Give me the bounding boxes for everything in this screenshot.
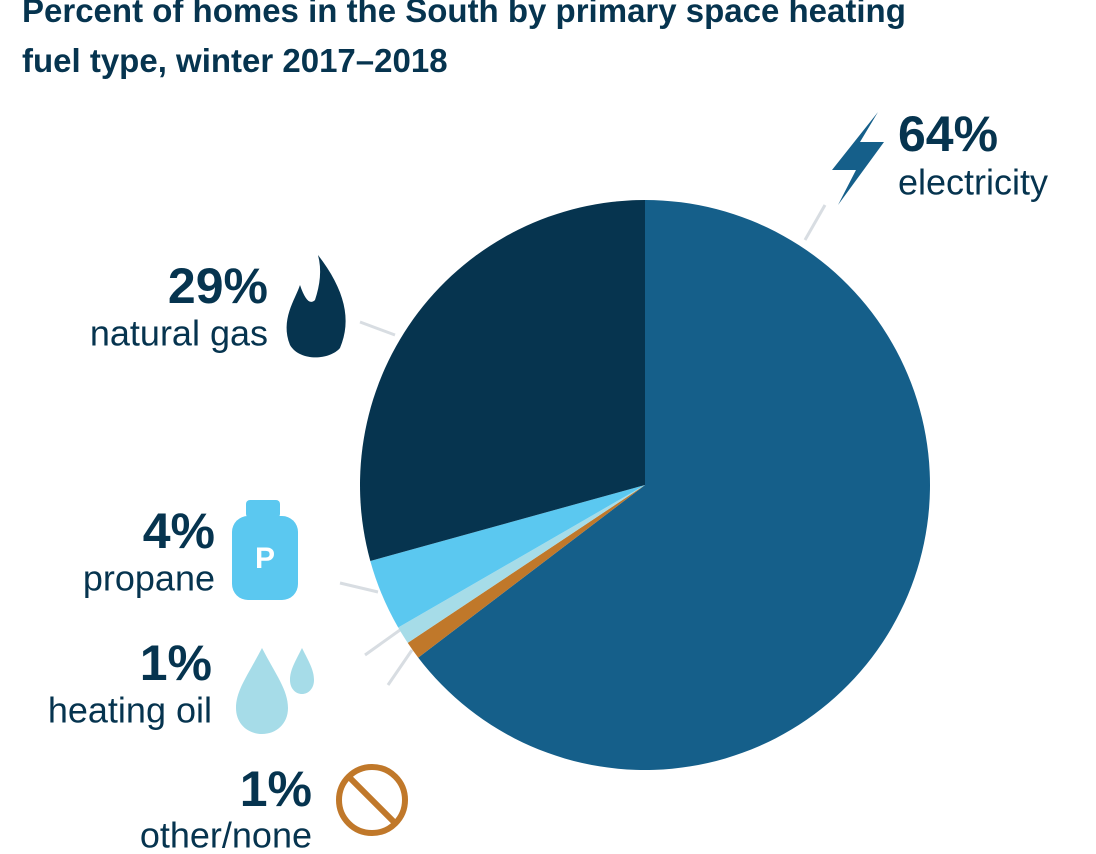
- pie-slice: [370, 485, 645, 628]
- value-label: 29%: [168, 258, 268, 314]
- category-label: other/none: [140, 815, 312, 854]
- value-label: 64%: [898, 106, 998, 162]
- chart-title: Percent of homes in the South by primary…: [22, 0, 906, 79]
- pie-slice: [418, 200, 931, 771]
- category-label: propane: [83, 558, 215, 599]
- pie-slice: [360, 200, 645, 561]
- category-label: heating oil: [48, 690, 212, 731]
- leader-line: [803, 204, 827, 241]
- propane-icon: P: [232, 500, 298, 600]
- pie-slice: [398, 485, 645, 643]
- leader-line: [364, 628, 401, 657]
- leader-line: [339, 581, 379, 594]
- leader-line: [359, 320, 396, 337]
- svg-text:P: P: [255, 542, 275, 575]
- flame-icon: [286, 255, 346, 358]
- lightning-icon: [832, 112, 884, 205]
- none-icon: [336, 764, 408, 836]
- leader-line: [386, 649, 414, 686]
- category-label: electricity: [898, 162, 1048, 203]
- drops-icon: [236, 648, 314, 734]
- icons: P: [232, 112, 884, 836]
- category-label: natural gas: [90, 313, 268, 354]
- leader-lines: [339, 204, 827, 686]
- pie-slice: [407, 485, 645, 658]
- value-label: 1%: [240, 761, 312, 817]
- value-label: 1%: [140, 635, 212, 691]
- value-label: 4%: [143, 503, 215, 559]
